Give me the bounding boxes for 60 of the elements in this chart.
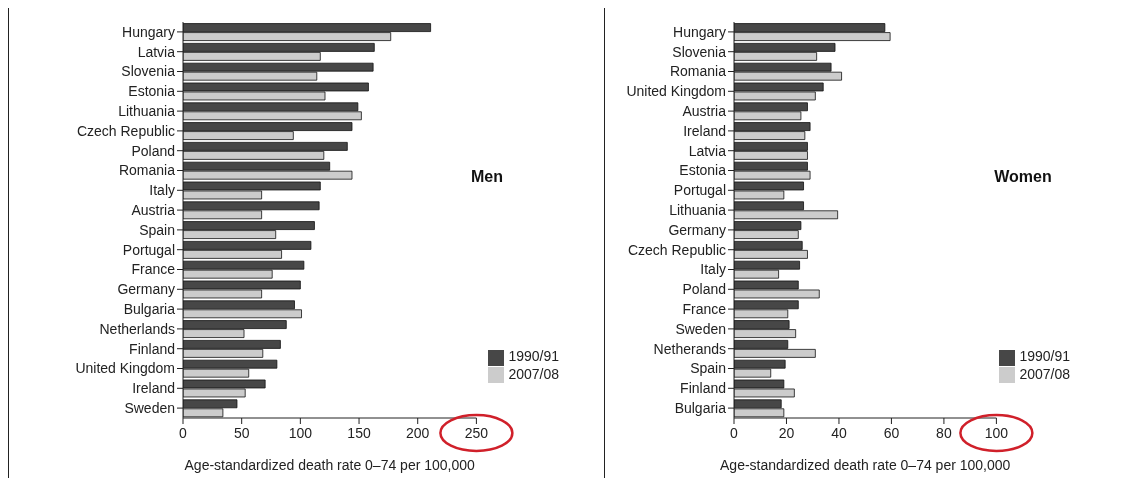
x-tick-label: 0 — [730, 425, 739, 441]
x-tick-label: 80 — [936, 425, 952, 441]
y-tick-label: Poland — [682, 281, 726, 298]
text: Men — [471, 168, 503, 185]
y-tick-label: Lithuania — [118, 103, 176, 120]
y-tick-label: Bulgaria — [674, 400, 727, 417]
y-tick-label: Austria — [131, 202, 176, 219]
y-tick-label: Portugal — [673, 182, 726, 199]
legend-label: 1990/91 — [1019, 348, 1070, 365]
x-tick-label: 200 — [406, 425, 430, 441]
x-axis-title: Age-standardized death rate 0–74 per 100,000 — [184, 457, 476, 473]
y-tick-label: Bulgaria — [123, 301, 176, 318]
y-tick-label: Slovenia — [121, 63, 176, 80]
y-tick-label: Ireland — [132, 380, 175, 397]
y-tick-label: Finland — [680, 380, 726, 397]
x-axis-title: Age-standardized death rate 0–74 per 100,000 — [720, 457, 1011, 473]
x-tick-label: 50 — [233, 425, 250, 441]
y-tick-label: Germany — [668, 221, 726, 238]
y-tick-label: Czech Republic — [76, 122, 175, 139]
y-tick-label: Slovenia — [672, 43, 727, 60]
y-tick-label: Netherlands — [99, 320, 175, 337]
y-tick-label: Romania — [669, 63, 727, 80]
x-tick-label: 0 — [179, 425, 188, 441]
y-tick-label: Czech Republic — [627, 241, 726, 258]
y-tick-label: Hungary — [673, 23, 726, 40]
x-tick-label: 150 — [347, 425, 371, 441]
y-tick-label: Netherands — [653, 340, 726, 357]
y-tick-label: Estonia — [128, 83, 176, 100]
y-tick-label: Lithuania — [669, 202, 727, 219]
legend-label: 2007/08 — [508, 365, 559, 382]
y-tick-label: United Kingdom — [626, 83, 726, 100]
text: Women — [994, 168, 1052, 185]
y-tick-label: United Kingdom — [75, 360, 175, 377]
x-tick-label: 100 — [984, 425, 1009, 441]
y-tick-label: Austria — [682, 103, 727, 120]
x-tick-label: 40 — [831, 425, 847, 441]
y-tick-label: France — [682, 301, 727, 318]
y-tick-label: Finland — [129, 340, 175, 357]
y-tick-label: Poland — [131, 142, 175, 159]
y-tick-label: Spain — [139, 221, 175, 238]
y-tick-label: Sweden — [675, 320, 726, 337]
y-tick-label: Latvia — [688, 142, 727, 159]
y-tick-label: Germany — [117, 281, 175, 298]
y-tick-label: Portugal — [122, 241, 175, 258]
y-tick-label: Ireland — [683, 122, 726, 139]
y-tick-label: France — [131, 261, 176, 278]
y-tick-label: Hungary — [122, 23, 175, 40]
y-tick-label: Latvia — [137, 43, 176, 60]
x-tick-label: 250 — [464, 425, 489, 441]
y-tick-label: Estonia — [679, 162, 727, 179]
x-tick-label: 20 — [778, 425, 795, 441]
legend-label: 1990/91 — [508, 348, 559, 365]
y-tick-label: Romania — [118, 162, 176, 179]
x-tick-label: 60 — [883, 425, 900, 441]
y-tick-label: Spain — [690, 360, 726, 377]
y-tick-label: Italy — [149, 182, 175, 199]
y-tick-label: Sweden — [124, 400, 175, 417]
y-tick-label: Italy — [700, 261, 726, 278]
x-tick-label: 100 — [288, 425, 313, 441]
legend-label: 2007/08 — [1019, 365, 1070, 382]
